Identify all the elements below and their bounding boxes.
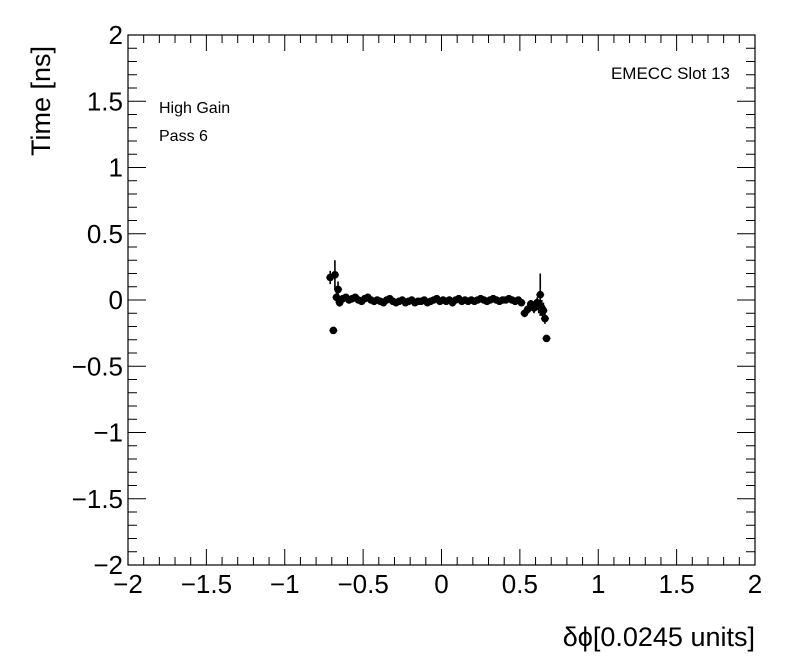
y-tick-label: 1 — [109, 153, 123, 183]
y-tick-label: 0.5 — [87, 219, 123, 249]
data-points — [326, 260, 551, 343]
x-tick-label: 0.5 — [502, 569, 538, 599]
x-tick-label: 1.5 — [659, 569, 695, 599]
y-tick-label: 0 — [109, 285, 123, 315]
axis-ticks — [127, 34, 756, 566]
data-point — [541, 314, 549, 323]
y-tick-label: −1.5 — [72, 484, 123, 514]
x-tick-label: −2 — [113, 569, 143, 599]
axis-tick-labels: −2 −1.5 −1 −0.5 0 0.5 1 1.5 2 −2 −1.5 −1 −0.5 0 0.5 1 1.… — [72, 20, 763, 599]
x-tick-label: 2 — [748, 569, 762, 599]
y-tick-label: −1 — [93, 418, 123, 448]
y-axis-title: Time [ns] — [26, 46, 56, 156]
annotation-gain: High Gain — [159, 100, 230, 117]
data-point — [539, 306, 548, 315]
y-tick-label: 2 — [109, 20, 123, 50]
x-tick-label: 1 — [591, 569, 605, 599]
data-point — [536, 290, 545, 299]
x-tick-label: 0 — [434, 569, 448, 599]
data-point — [542, 334, 551, 343]
annotation-slot: EMECC Slot 13 — [611, 64, 730, 83]
data-point — [329, 326, 338, 335]
x-tick-label: −1 — [270, 569, 300, 599]
data-point — [517, 298, 526, 307]
y-tick-label: −2 — [93, 550, 123, 580]
y-tick-label: 1.5 — [87, 86, 123, 116]
x-axis-title: δϕ[0.0245 units] — [563, 622, 755, 652]
annotation-pass: Pass 6 — [159, 128, 208, 145]
x-tick-label: −0.5 — [337, 569, 388, 599]
data-point — [331, 271, 339, 279]
y-tick-label: −0.5 — [72, 351, 123, 381]
data-point — [334, 285, 342, 294]
x-tick-label: −1.5 — [181, 569, 232, 599]
